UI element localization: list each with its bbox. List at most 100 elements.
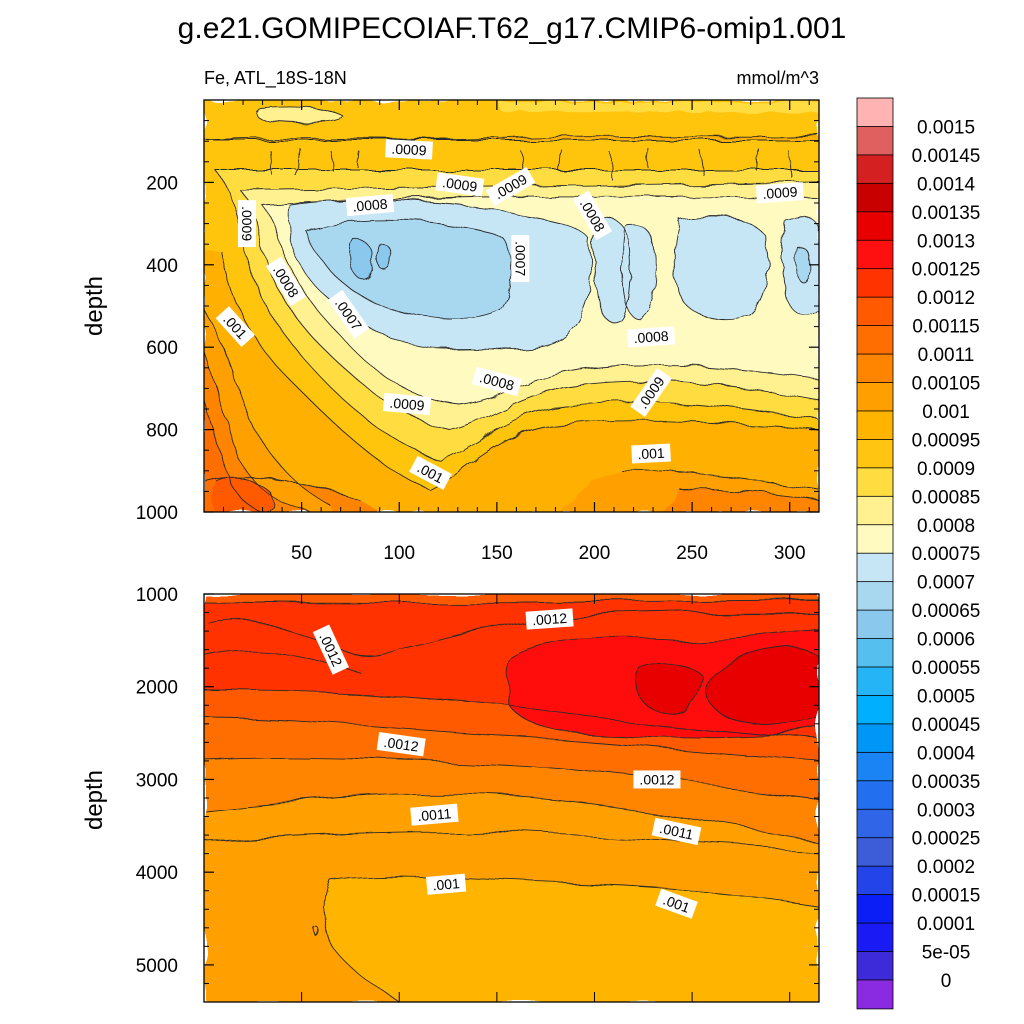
lower-contour-label-box [655, 888, 698, 919]
upper-contour-label: .0007 [511, 235, 530, 283]
upper-contour-label-box [630, 368, 672, 417]
upper-contour-label: .001 [631, 443, 671, 464]
colorbar-label: 5e-05 [922, 943, 971, 964]
upper-contour-label: .0009 [435, 172, 485, 197]
colorbar-swatch [856, 211, 894, 242]
colorbar-swatch [856, 751, 894, 782]
upper-contour-label-text: .0009 [762, 183, 798, 201]
lower-contour-label-box [376, 732, 426, 757]
lower-ylabel: depth [81, 770, 108, 830]
colorbar: 0.0015 0.00145 0.0014 0.00135 0.0013 0.00125 0… [856, 97, 981, 1010]
upper-contour-label: .0008 [627, 326, 676, 348]
colorbar-label: 0.00035 [912, 772, 981, 793]
colorbar-label: 0.00095 [912, 430, 981, 451]
upper-contour-label-box [471, 366, 522, 397]
subtitle-left: Fe, ATL_18S-18N [204, 68, 347, 89]
upper-contour-label-box [511, 235, 530, 283]
lower-contour-label: .001 [425, 873, 467, 895]
colorbar-swatch [856, 353, 894, 384]
lower-contour-label-box [525, 608, 574, 630]
colorbar-swatch [856, 695, 894, 725]
lower-contour-label-text: .0012 [383, 734, 420, 755]
colorbar-swatch [856, 382, 894, 412]
colorbar-swatch [856, 97, 894, 128]
colorbar-swatch [856, 951, 894, 981]
colorbar-label: 0.00125 [912, 260, 981, 281]
upper-contour-label: .0009 [237, 200, 256, 248]
upper-contour-label-box [385, 139, 433, 160]
colorbar-label: 0.0011 [918, 345, 975, 366]
upper-contour-label-text: .0009 [391, 141, 427, 159]
lower-contour-label-text: .0012 [532, 610, 568, 628]
upper-panel: .0009 .0009 .0009 .0008 .0008 .0009 .0009 .0007… [81, 99, 820, 564]
colorbar-label: 0.0014 [917, 174, 976, 195]
upper-x-tick-label: 150 [481, 543, 513, 564]
upper-contour-label-text: .0009 [389, 395, 426, 414]
upper-contour-label-text: .001 [637, 445, 665, 462]
upper-contour-label: .0009 [385, 139, 433, 160]
upper-contour-label-text: .0009 [239, 206, 255, 241]
upper-contour-label-box [755, 182, 805, 204]
upper-contour-label-box [237, 200, 256, 248]
colorbar-label: 0.0002 [917, 857, 975, 878]
colorbar-swatch [856, 154, 894, 185]
colorbar-label: 0.00145 [912, 146, 981, 167]
colorbar-label: 0.0015 [917, 117, 975, 138]
upper-y-tick-label: 200 [146, 173, 178, 194]
lower-y-tick-label: 3000 [136, 770, 178, 791]
colorbar-swatch [856, 808, 894, 839]
upper-contour-label-text: .0009 [441, 174, 478, 195]
lower-contour-label-text: .0011 [658, 820, 695, 843]
lower-y-tick-label: 4000 [136, 863, 178, 884]
lower-contour-label-text: .0012 [639, 771, 674, 787]
lower-y-tick-label: 1000 [136, 585, 178, 606]
colorbar-swatch [856, 723, 894, 754]
upper-x-tick-label: 300 [774, 543, 806, 564]
upper-y-tick-label: 1000 [136, 503, 178, 524]
colorbar-swatch [856, 495, 894, 526]
colorbar-label: 0.00045 [912, 715, 981, 736]
upper-x-tick-label: 250 [676, 543, 708, 564]
colorbar-swatch [856, 524, 894, 555]
subtitle-right: mmol/m^3 [737, 68, 819, 88]
lower-axes: 1000 2000 3000 4000 5000 [136, 585, 819, 1002]
colorbar-swatch [856, 638, 894, 668]
lower-contour-fill [204, 594, 819, 1002]
upper-contour-label: .0009 [755, 182, 805, 204]
upper-contour-label-box [435, 172, 485, 197]
upper-x-tick-label: 100 [383, 543, 415, 564]
colorbar-swatch [856, 268, 894, 299]
upper-x-tick-label: 50 [291, 543, 312, 564]
upper-contour-fill [204, 100, 819, 512]
upper-contour-label-box [485, 166, 536, 207]
upper-axes: 200 400 600 800 1000 50 100 150 200 250 300 [136, 99, 819, 564]
colorbar-swatch [856, 922, 894, 953]
upper-contour-label-text: .0008 [633, 328, 669, 346]
colorbar-swatch [856, 581, 894, 612]
upper-y-tick-label: 600 [146, 338, 178, 359]
colorbar-swatch [856, 126, 894, 156]
lower-contour-label: .0011 [651, 817, 702, 846]
upper-ylabel: depth [81, 276, 108, 336]
upper-y-tick-label: 400 [146, 256, 178, 277]
colorbar-label: 0.0009 [917, 459, 975, 480]
upper-contour-label: .0008 [345, 194, 395, 217]
lower-y-tick-label: 5000 [136, 956, 178, 977]
colorbar-label: 0.0012 [917, 288, 975, 309]
colorbar-swatch [856, 837, 894, 868]
upper-contour-label-box [265, 256, 307, 306]
colorbar-swatch [856, 239, 894, 270]
colorbar-label: 0.00075 [912, 544, 981, 565]
upper-contour-label-box [631, 443, 671, 464]
colorbar-label: 0 [941, 971, 952, 992]
lower-contour-label: .0011 [410, 803, 459, 826]
colorbar-swatch [856, 666, 894, 697]
colorbar-label: 0.00105 [912, 374, 981, 395]
lower-contour-label: .0012 [633, 770, 681, 789]
colorbar-label: 0.0005 [917, 686, 975, 707]
colorbar-swatch [856, 894, 894, 924]
colorbar-label: 0.00055 [912, 658, 981, 679]
colorbar-swatch [856, 979, 894, 1010]
colorbar-label: 0.0008 [917, 516, 975, 537]
colorbar-label: 0.0003 [917, 800, 975, 821]
